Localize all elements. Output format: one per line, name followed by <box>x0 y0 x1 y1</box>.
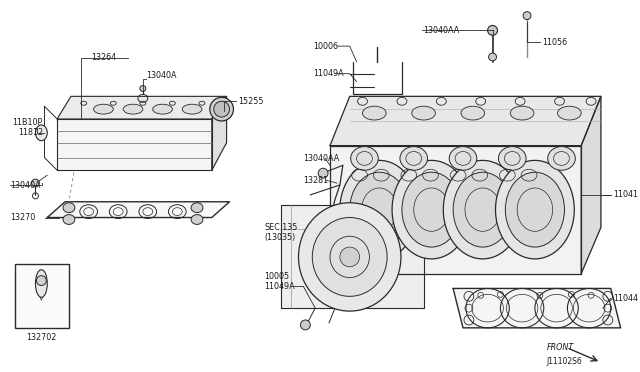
Text: 13040AA: 13040AA <box>303 154 340 163</box>
Text: 13040AA: 13040AA <box>424 26 460 35</box>
Text: 11044: 11044 <box>612 294 637 303</box>
Ellipse shape <box>499 147 526 170</box>
Ellipse shape <box>36 276 46 285</box>
Text: 13040A: 13040A <box>10 180 40 189</box>
Ellipse shape <box>495 160 574 259</box>
Ellipse shape <box>210 97 234 121</box>
Polygon shape <box>57 96 227 119</box>
Ellipse shape <box>191 215 203 224</box>
Text: 11B10P: 11B10P <box>12 118 42 128</box>
Ellipse shape <box>400 147 428 170</box>
Ellipse shape <box>300 320 310 330</box>
Text: 132702: 132702 <box>26 333 56 342</box>
Ellipse shape <box>63 215 75 224</box>
Ellipse shape <box>362 106 386 120</box>
Ellipse shape <box>349 172 409 247</box>
Ellipse shape <box>318 168 328 178</box>
Polygon shape <box>330 96 601 145</box>
Ellipse shape <box>123 104 143 114</box>
Ellipse shape <box>35 270 47 297</box>
Polygon shape <box>47 202 230 218</box>
Ellipse shape <box>510 106 534 120</box>
Text: J11102S6: J11102S6 <box>547 357 582 366</box>
Text: (13035): (13035) <box>264 233 295 242</box>
Ellipse shape <box>312 218 387 296</box>
Ellipse shape <box>340 247 360 267</box>
Ellipse shape <box>449 147 477 170</box>
Text: FRONT: FRONT <box>547 343 574 352</box>
Ellipse shape <box>93 104 113 114</box>
Ellipse shape <box>453 172 512 247</box>
Ellipse shape <box>444 160 522 259</box>
Ellipse shape <box>340 160 419 259</box>
Ellipse shape <box>31 179 40 187</box>
Text: 13264: 13264 <box>91 54 116 62</box>
Ellipse shape <box>488 25 497 35</box>
Ellipse shape <box>506 172 564 247</box>
Ellipse shape <box>412 106 435 120</box>
Ellipse shape <box>191 203 203 212</box>
Ellipse shape <box>488 53 497 61</box>
Ellipse shape <box>351 147 378 170</box>
Text: 11056: 11056 <box>542 38 567 46</box>
Ellipse shape <box>35 125 47 141</box>
Text: 11041: 11041 <box>612 190 637 199</box>
Text: 13040A: 13040A <box>146 71 176 80</box>
Ellipse shape <box>140 86 146 92</box>
Polygon shape <box>57 119 212 170</box>
Polygon shape <box>330 145 581 274</box>
Text: 13270: 13270 <box>10 213 35 222</box>
Text: 11049A: 11049A <box>313 69 344 78</box>
Ellipse shape <box>557 106 581 120</box>
Ellipse shape <box>392 160 471 259</box>
Text: 11049A: 11049A <box>264 282 294 291</box>
Ellipse shape <box>461 106 484 120</box>
Ellipse shape <box>63 203 75 212</box>
Ellipse shape <box>298 203 401 311</box>
Ellipse shape <box>548 147 575 170</box>
Bar <box>15 264 69 328</box>
Ellipse shape <box>402 172 461 247</box>
Text: 13281: 13281 <box>303 176 328 185</box>
Text: 10005: 10005 <box>264 272 289 281</box>
Text: 10006: 10006 <box>313 42 339 51</box>
Ellipse shape <box>182 104 202 114</box>
Polygon shape <box>581 96 601 274</box>
Polygon shape <box>38 294 44 300</box>
Polygon shape <box>281 205 424 308</box>
Text: 15255: 15255 <box>238 97 264 106</box>
Ellipse shape <box>523 12 531 19</box>
Text: 11812: 11812 <box>18 128 43 137</box>
Text: SEC.135: SEC.135 <box>264 223 298 232</box>
Ellipse shape <box>153 104 172 114</box>
Polygon shape <box>212 96 227 170</box>
Polygon shape <box>453 288 621 328</box>
Ellipse shape <box>214 101 230 117</box>
